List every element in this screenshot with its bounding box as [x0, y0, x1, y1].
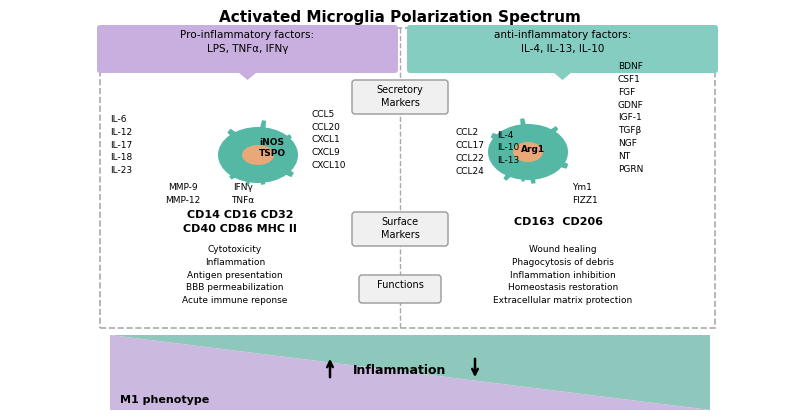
- Polygon shape: [110, 335, 710, 410]
- Text: Surface
Markers: Surface Markers: [381, 217, 419, 240]
- Polygon shape: [227, 129, 262, 160]
- FancyBboxPatch shape: [407, 25, 718, 73]
- Ellipse shape: [513, 142, 543, 162]
- Polygon shape: [229, 150, 262, 180]
- Ellipse shape: [242, 145, 274, 165]
- Polygon shape: [225, 150, 260, 169]
- Polygon shape: [550, 70, 574, 80]
- Polygon shape: [246, 153, 262, 186]
- Polygon shape: [253, 154, 265, 185]
- FancyBboxPatch shape: [359, 275, 441, 303]
- Text: Activated Microglia Polarization Spectrum: Activated Microglia Polarization Spectru…: [219, 10, 581, 25]
- Polygon shape: [503, 148, 532, 181]
- FancyBboxPatch shape: [100, 28, 715, 328]
- Polygon shape: [253, 120, 266, 156]
- Polygon shape: [490, 133, 530, 158]
- Polygon shape: [255, 134, 292, 160]
- Polygon shape: [526, 146, 568, 169]
- Text: CCL2
CCL17
CCL22
CCL24: CCL2 CCL17 CCL22 CCL24: [455, 128, 484, 176]
- Ellipse shape: [488, 124, 568, 180]
- FancyBboxPatch shape: [97, 25, 398, 73]
- Polygon shape: [522, 151, 533, 182]
- Text: Functions: Functions: [377, 280, 423, 290]
- Ellipse shape: [218, 127, 298, 183]
- Ellipse shape: [497, 131, 549, 161]
- FancyBboxPatch shape: [352, 80, 448, 114]
- Text: CD14 CD16 CD32
CD40 CD86 MHC II: CD14 CD16 CD32 CD40 CD86 MHC II: [183, 210, 297, 234]
- Polygon shape: [499, 148, 530, 169]
- Text: anti-inflammatory factors:
IL-4, IL-13, IL-10: anti-inflammatory factors: IL-4, IL-13, …: [494, 30, 631, 54]
- FancyBboxPatch shape: [352, 212, 448, 246]
- Polygon shape: [524, 126, 558, 157]
- Text: iNOS
TSPO: iNOS TSPO: [258, 138, 286, 158]
- Text: M1 phenotype: M1 phenotype: [120, 395, 210, 405]
- Text: Arg1: Arg1: [521, 145, 545, 155]
- Text: Secretory
Markers: Secretory Markers: [377, 85, 423, 108]
- Text: IFNγ
TNFα: IFNγ TNFα: [231, 183, 254, 205]
- Text: Pro-inflammatory factors:
LPS, TNFα, IFNγ: Pro-inflammatory factors: LPS, TNFα, IFN…: [181, 30, 314, 54]
- Polygon shape: [235, 70, 259, 80]
- Polygon shape: [110, 335, 710, 410]
- Polygon shape: [523, 151, 535, 184]
- Text: CCL5
CCL20
CXCL1
CXCL9
CXCL10: CCL5 CCL20 CXCL1 CXCL9 CXCL10: [312, 110, 346, 170]
- Text: BDNF
CSF1
FGF
GDNF
IGF-1
TGFβ
NGF
NT
PGRN: BDNF CSF1 FGF GDNF IGF-1 TGFβ NGF NT PGR…: [618, 62, 644, 174]
- Text: MMP-9
MMP-12: MMP-9 MMP-12: [166, 183, 201, 205]
- Text: Wound healing
Phagocytosis of debris
Inflammation inhibition
Homeostasis restora: Wound healing Phagocytosis of debris Inf…: [494, 245, 633, 305]
- Polygon shape: [520, 118, 533, 153]
- Text: Inflammation: Inflammation: [354, 363, 446, 376]
- Text: IL-4
IL-10
IL-13: IL-4 IL-10 IL-13: [497, 131, 519, 165]
- Text: IL-6
IL-12
IL-17
IL-18
IL-23: IL-6 IL-12 IL-17 IL-18 IL-23: [110, 115, 132, 175]
- Text: Cytotoxicity
Inflammation
Antigen presentation
BBB permeabilization
Acute immune: Cytotoxicity Inflammation Antigen presen…: [182, 245, 288, 305]
- Ellipse shape: [227, 134, 279, 164]
- Text: Ym1
FIZZ1: Ym1 FIZZ1: [572, 183, 598, 205]
- Text: CD163  CD206: CD163 CD206: [514, 217, 602, 227]
- Polygon shape: [254, 150, 294, 177]
